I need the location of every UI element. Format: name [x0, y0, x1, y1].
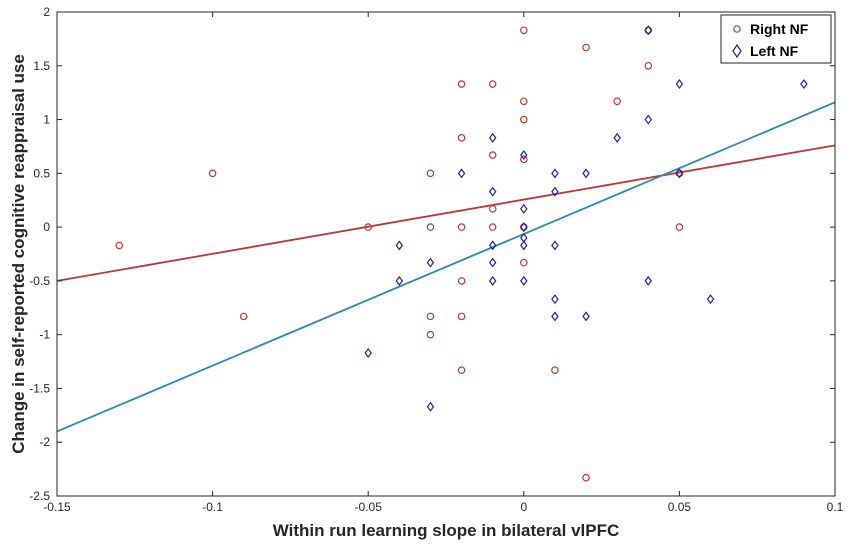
point-right-nf — [613, 97, 621, 106]
legend-label-left-nf: Left NF — [750, 43, 799, 59]
point-right-nf — [582, 473, 590, 482]
point-right-nf — [239, 312, 248, 321]
point-left-nf — [426, 401, 435, 412]
point-left-nf — [457, 168, 466, 179]
point-right-nf — [551, 366, 559, 374]
point-left-nf — [582, 168, 590, 179]
point-left-nf — [395, 240, 404, 251]
x-tick-label: -0.1 — [202, 500, 223, 514]
point-left-nf — [551, 168, 559, 179]
point-left-nf — [488, 257, 497, 268]
legend-box — [720, 14, 832, 64]
y-tick-label: 1 — [43, 113, 50, 127]
point-right-nf — [426, 169, 435, 178]
y-tick-label: 2 — [43, 5, 50, 19]
x-tick-label: 0 — [520, 500, 527, 514]
point-left-nf — [644, 25, 653, 36]
legend-marker-right-nf — [733, 25, 741, 33]
point-right-nf — [208, 169, 217, 178]
y-axis-ticks: -2.5 -2 -1.5 -1 -0.5 0 0.5 1 1.5 2 — [29, 5, 835, 503]
point-right-nf — [488, 151, 497, 159]
y-tick-label: 0 — [43, 220, 50, 234]
point-left-nf — [364, 347, 372, 358]
point-left-nf — [613, 132, 621, 143]
point-left-nf — [675, 79, 684, 90]
point-left-nf — [520, 222, 528, 233]
x-axis-ticks: -0.15 -0.1 -0.05 0 0.05 0.1 — [43, 12, 844, 514]
point-right-nf — [582, 43, 590, 52]
y-axis-title: Change in self-reported cognitive reappr… — [9, 54, 28, 454]
point-left-nf — [520, 275, 528, 286]
legend-marker-left-nf — [732, 43, 742, 59]
y-tick-label: 1.5 — [33, 59, 50, 73]
point-right-nf — [426, 312, 435, 321]
point-right-nf — [644, 61, 653, 70]
point-right-nf — [457, 134, 466, 142]
point-left-nf — [520, 240, 528, 251]
point-right-nf — [488, 80, 497, 88]
point-right-nf — [519, 258, 528, 267]
point-right-nf — [457, 223, 466, 231]
point-left-nf — [551, 294, 559, 305]
point-right-nf — [426, 223, 435, 231]
x-tick-label: 0.1 — [827, 500, 844, 514]
point-left-nf — [426, 257, 435, 268]
point-left-nf — [520, 203, 528, 214]
point-right-nf — [519, 155, 528, 164]
point-left-nf — [582, 311, 590, 322]
y-tick-label: 0.5 — [33, 166, 50, 180]
y-tick-label: -1.5 — [29, 381, 50, 395]
point-right-nf — [519, 26, 528, 35]
point-left-nf — [488, 275, 497, 286]
point-left-nf — [488, 186, 497, 197]
point-right-nf — [519, 97, 528, 106]
axes — [56, 11, 836, 497]
point-right-nf — [364, 223, 373, 231]
x-axis-title: Within run learning slope in bilateral v… — [273, 521, 620, 540]
x-tick-label: -0.05 — [355, 500, 383, 514]
fit-line-left-nf — [56, 101, 836, 433]
plot-frame — [56, 11, 836, 497]
point-right-nf — [675, 223, 684, 231]
point-left-nf — [488, 240, 497, 251]
fit-lines — [56, 101, 836, 433]
point-right-nf — [426, 330, 435, 339]
point-right-nf — [115, 241, 124, 250]
x-tick-label: 0.05 — [668, 500, 692, 514]
point-left-nf — [706, 294, 715, 305]
legend-label-right-nf: Right NF — [750, 21, 809, 37]
point-right-nf — [457, 366, 466, 374]
point-right-nf — [457, 80, 466, 88]
point-right-nf — [488, 223, 497, 231]
legend: Right NF Left NF — [720, 14, 832, 64]
point-left-nf — [395, 275, 404, 286]
y-tick-label: -2.5 — [29, 489, 50, 503]
point-left-nf — [644, 275, 653, 286]
point-left-nf — [551, 186, 559, 197]
point-left-nf — [644, 114, 653, 125]
point-left-nf — [520, 150, 528, 161]
point-left-nf — [551, 240, 559, 251]
x-tick-label: -0.15 — [43, 500, 71, 514]
point-left-nf — [675, 168, 684, 179]
point-right-nf — [457, 277, 466, 285]
data-points — [115, 25, 808, 482]
plot-background — [57, 12, 835, 496]
y-tick-label: -1 — [39, 328, 50, 342]
point-right-nf — [488, 205, 497, 213]
point-left-nf — [488, 132, 497, 143]
y-tick-label: -0.5 — [29, 274, 50, 288]
point-left-nf — [551, 311, 559, 322]
y-tick-label: -2 — [39, 435, 50, 449]
point-right-nf — [519, 115, 528, 124]
point-left-nf — [800, 79, 808, 90]
point-right-nf — [457, 312, 466, 321]
fit-line-right-nf — [56, 144, 836, 282]
